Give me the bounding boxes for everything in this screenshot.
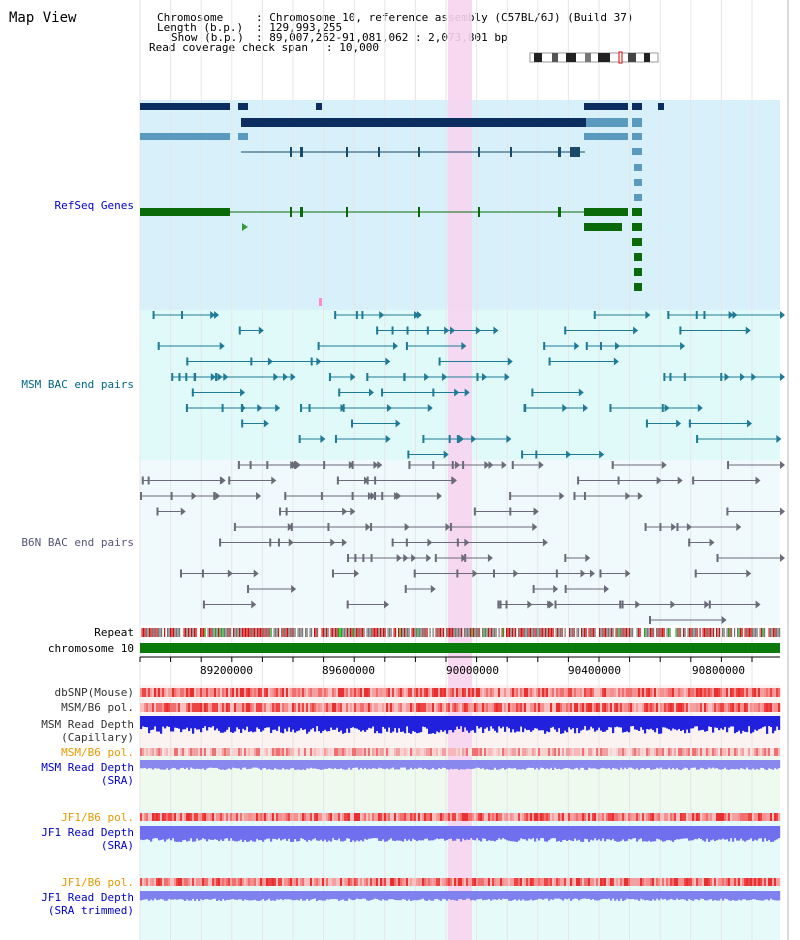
label-jf1-read-sra-1: JF1 Read Depth: [41, 826, 134, 839]
gridlines: [139, 0, 753, 940]
page-title: Map View: [9, 10, 77, 26]
axis: [139, 656, 780, 662]
length-value: : 129,993,255: [256, 21, 343, 34]
label-chromosome: chromosome 10: [47, 642, 134, 655]
read-coverage-value: : 10,000: [326, 41, 379, 54]
label-msm-b6-pol-2: MSM/B6 pol.: [61, 746, 134, 759]
label-repeat: Repeat: [94, 626, 134, 639]
label-jf1-read-sra-2: (SRA): [100, 839, 134, 852]
label-msm-bac: MSM BAC end pairs: [21, 378, 134, 391]
label-refseq: RefSeq Genes: [54, 199, 134, 212]
chromosome-bar: [140, 643, 780, 653]
label-msm-read-cap-1: MSM Read Depth: [41, 718, 134, 731]
chromosome-label: Chromosome: [157, 11, 250, 24]
axis-tick-label: 89600000: [322, 664, 375, 677]
length-label: Length (b.p.): [157, 21, 244, 34]
axis-tick-label: 90000000: [446, 664, 499, 677]
label-b6n-bac: B6N BAC end pairs: [21, 536, 134, 549]
region-highlight: [448, 0, 472, 940]
label-msm-b6-pol: MSM/B6 pol.: [61, 701, 134, 714]
heat-tracks: [140, 688, 781, 901]
refseq-genes: [140, 103, 664, 306]
show-label: Show (b.p.): [171, 31, 244, 44]
repeat-track: [141, 628, 781, 637]
read-coverage-label: Read coverage check span: [149, 41, 308, 54]
axis-tick-label: 90800000: [692, 664, 745, 677]
axis-tick-label: 90400000: [568, 664, 621, 677]
label-jf1-b6-pol: JF1/B6 pol.: [61, 811, 134, 824]
label-jf1-read-trim-2: (SRA trimmed): [47, 904, 134, 917]
msm-bac-pairs: [152, 311, 785, 459]
b6n-bac-pairs: [140, 461, 785, 624]
label-msm-read-sra-1: MSM Read Depth: [41, 761, 134, 774]
label-msm-read-sra-2: (SRA): [100, 774, 134, 787]
label-jf1-b6-pol-2: JF1/B6 pol.: [61, 876, 134, 889]
label-jf1-read-trim-1: JF1 Read Depth: [41, 891, 134, 904]
label-dbsnp: dbSNP(Mouse): [54, 686, 134, 699]
label-msm-read-cap-2: (Capillary): [61, 731, 134, 744]
axis-tick-label: 89200000: [200, 664, 253, 677]
chromosome-ideogram: [529, 51, 659, 64]
